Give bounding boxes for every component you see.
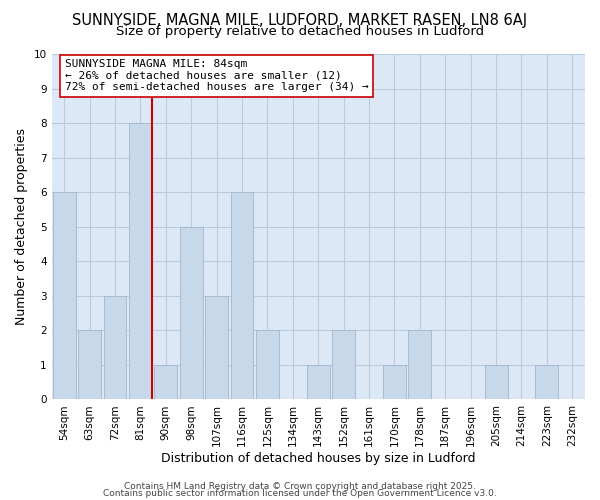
Text: Contains HM Land Registry data © Crown copyright and database right 2025.: Contains HM Land Registry data © Crown c… [124,482,476,491]
Text: SUNNYSIDE, MAGNA MILE, LUDFORD, MARKET RASEN, LN8 6AJ: SUNNYSIDE, MAGNA MILE, LUDFORD, MARKET R… [73,12,527,28]
Bar [307,365,330,400]
Bar [104,296,127,400]
Bar [332,330,355,400]
Text: SUNNYSIDE MAGNA MILE: 84sqm
← 26% of detached houses are smaller (12)
72% of sem: SUNNYSIDE MAGNA MILE: 84sqm ← 26% of det… [65,59,368,92]
Bar [485,365,508,400]
Bar [383,365,406,400]
Bar [180,226,203,400]
Text: Contains public sector information licensed under the Open Government Licence v3: Contains public sector information licen… [103,490,497,498]
Bar [129,123,152,400]
X-axis label: Distribution of detached houses by size in Ludford: Distribution of detached houses by size … [161,452,476,465]
Bar [53,192,76,400]
Text: Size of property relative to detached houses in Ludford: Size of property relative to detached ho… [116,25,484,38]
Bar [205,296,228,400]
Y-axis label: Number of detached properties: Number of detached properties [15,128,28,325]
Bar [78,330,101,400]
Bar [409,330,431,400]
Bar [230,192,253,400]
Bar [256,330,279,400]
Bar [154,365,177,400]
Bar [535,365,559,400]
